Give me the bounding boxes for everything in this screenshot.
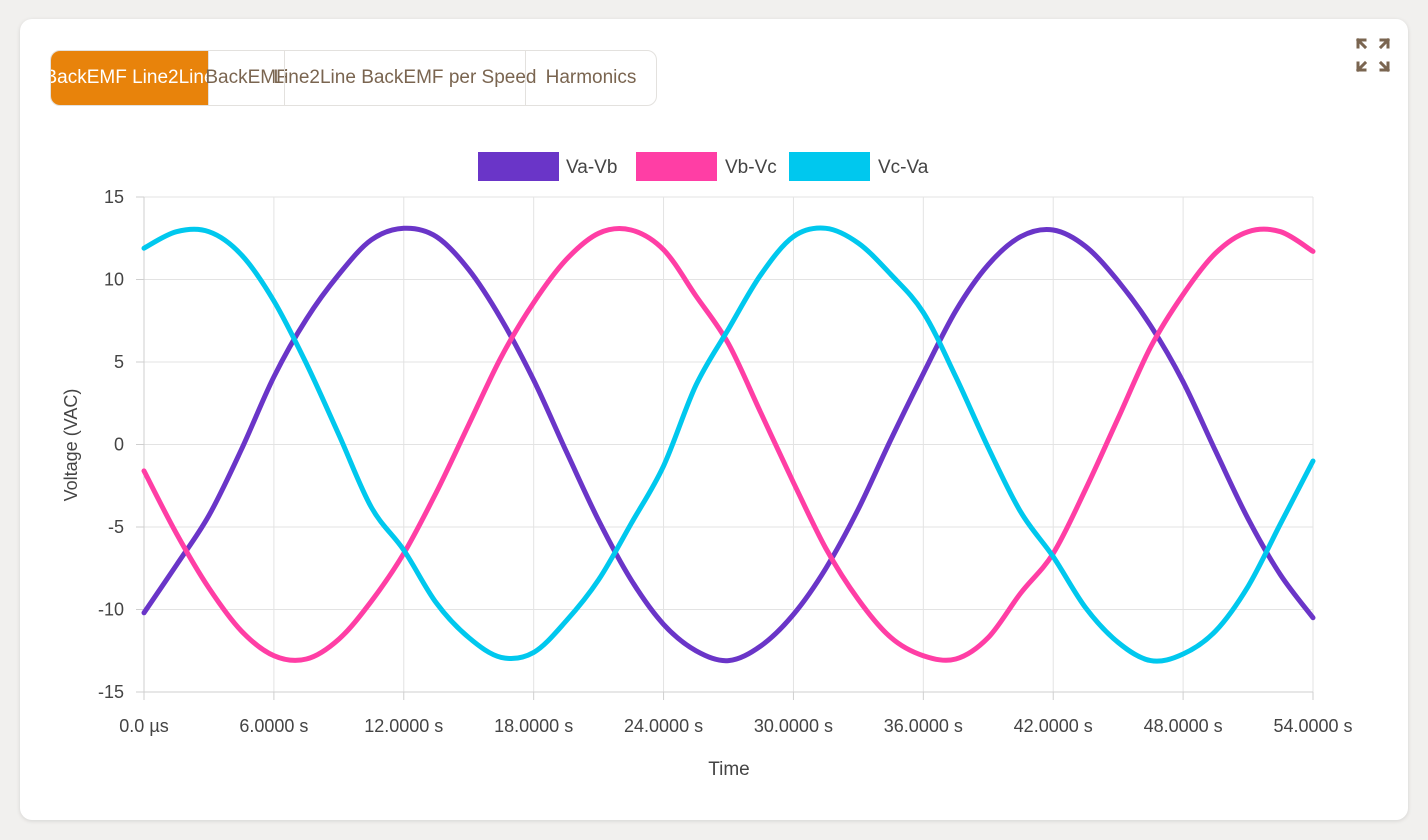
chart-legend: Va-Vb Vb-Vc Vc-Va <box>478 152 929 181</box>
backemf-line-chart: Va-Vb Vb-Vc Vc-Va 15 10 5 0 -5 -10 -15 0.0 µs 6.00… <box>61 152 1353 780</box>
x-tick-label: 42.0000 s <box>1014 716 1093 736</box>
y-tick-label: 0 <box>114 435 124 455</box>
series-line-vb-vc <box>141 226 1316 663</box>
legend-label-vc-va: Vc-Va <box>878 157 929 178</box>
y-tick-label: -5 <box>108 517 124 537</box>
x-tick-label: 12.0000 s <box>364 716 443 736</box>
expand-arrows-icon[interactable] <box>1355 37 1391 73</box>
y-axis-label: Voltage (VAC) <box>61 389 81 502</box>
chart-tabs: BackEMF Line2Line BackEMF Line2Line Back… <box>50 50 657 106</box>
legend-label-va-vb: Va-Vb <box>566 157 617 178</box>
x-tick-label: 36.0000 s <box>884 716 963 736</box>
chart-card: BackEMF Line2Line BackEMF Line2Line Back… <box>20 19 1408 820</box>
chart-grid <box>143 196 1314 693</box>
x-tick-label: 6.0000 s <box>239 716 308 736</box>
tab-backemf-line2line[interactable]: BackEMF Line2Line <box>51 51 215 105</box>
tab-backemf[interactable]: BackEMF <box>205 51 288 105</box>
series-line-va-vb <box>141 225 1316 664</box>
legend-swatch-vb-vc <box>636 152 717 181</box>
tab-line2line-backemf-per-speed[interactable]: Line2Line BackEMF per Speed <box>274 51 537 105</box>
chart-series <box>141 225 1316 664</box>
y-tick-label: 10 <box>104 270 124 290</box>
x-axis-label: Time <box>708 759 750 780</box>
chart-axes: 15 10 5 0 -5 -10 -15 0.0 µs 6.0000 s 12.0000 s 18.… <box>98 187 1353 736</box>
legend-swatch-va-vb <box>478 152 559 181</box>
y-tick-label: 5 <box>114 352 124 372</box>
series-line-vc-va <box>141 225 1316 664</box>
legend-label-vb-vc: Vb-Vc <box>725 157 777 178</box>
y-tick-label: -15 <box>98 682 124 702</box>
x-tick-label: 48.0000 s <box>1144 716 1223 736</box>
x-tick-label: 18.0000 s <box>494 716 573 736</box>
legend-swatch-vc-va <box>789 152 870 181</box>
y-tick-label: -10 <box>98 600 124 620</box>
x-tick-label: 54.0000 s <box>1273 716 1352 736</box>
x-tick-label: 24.0000 s <box>624 716 703 736</box>
x-tick-label: 0.0 µs <box>119 716 168 736</box>
tab-harmonics[interactable]: Harmonics <box>525 51 656 105</box>
y-tick-label: 15 <box>104 187 124 207</box>
x-tick-label: 30.0000 s <box>754 716 833 736</box>
